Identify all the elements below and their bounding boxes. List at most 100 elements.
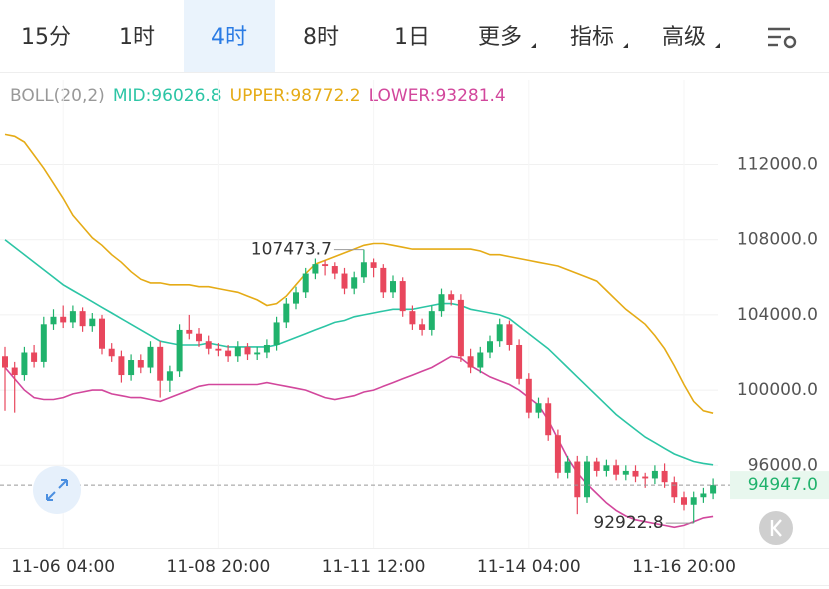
tab[interactable]: 8时	[303, 25, 339, 50]
candle-body	[283, 303, 290, 323]
candle-body	[108, 348, 115, 357]
legend: BOLL(20,2) MID:96026.8 UPPER:98772.2 LOWER:…	[10, 86, 506, 106]
candle-body	[506, 324, 513, 345]
candle-body	[331, 266, 338, 274]
x-tick-label: 11-06 04:00	[11, 557, 115, 577]
candle-body	[700, 493, 707, 498]
candle-body	[448, 294, 455, 300]
band-line	[4, 133, 714, 414]
candle-body	[477, 352, 484, 368]
x-tick-label: 11-16 20:00	[632, 557, 736, 577]
dropdown-triangle	[623, 43, 628, 48]
candle-body	[399, 281, 406, 312]
candle-body	[613, 465, 620, 475]
candle-body	[525, 378, 532, 413]
candle-body	[419, 324, 426, 330]
candle-body	[681, 497, 687, 505]
candle-body	[710, 485, 717, 494]
active-tab-bg	[184, 0, 275, 72]
candle-body	[89, 318, 96, 327]
candle-body	[632, 470, 639, 477]
candle-body	[554, 435, 561, 473]
candle-body	[254, 352, 261, 355]
candle-body	[622, 470, 629, 475]
y-tick-label: 100000.0	[737, 380, 818, 400]
candle-body	[341, 273, 348, 289]
last-price-label: 94947.0	[748, 475, 818, 495]
candle-body	[671, 482, 678, 498]
candle-body	[69, 311, 76, 323]
candle-body	[380, 267, 387, 293]
low-label: 92922.8	[593, 513, 663, 533]
candle-body	[574, 461, 581, 498]
candle-body	[584, 461, 590, 498]
y-tick-label: 96000.0	[748, 455, 818, 475]
candle-body	[516, 344, 523, 379]
candle-body	[496, 324, 503, 342]
dropdown-triangle	[715, 43, 720, 48]
x-tick-label: 11-11 12:00	[322, 557, 426, 577]
candle-body	[21, 352, 28, 376]
band-line	[4, 239, 714, 466]
candle-body	[263, 344, 270, 353]
candle-body	[302, 273, 309, 293]
candle-body	[128, 360, 135, 376]
legend-entry: UPPER:98772.2	[230, 86, 361, 106]
candle-body	[467, 356, 474, 368]
tab[interactable]: 高级	[662, 25, 706, 50]
last-price-bg	[730, 471, 829, 500]
tab[interactable]: 1日	[394, 25, 430, 50]
plot: 96000.0 100000.0 104000.0 108000.0 112000.0 1…	[0, 80, 829, 577]
candle-body	[651, 470, 658, 479]
x-tick-label: 11-14 04:00	[477, 557, 581, 577]
candle-body	[205, 341, 212, 349]
candle-body	[147, 346, 154, 368]
candle-body	[312, 264, 319, 274]
candle-body	[409, 311, 416, 325]
candle-body	[79, 311, 86, 327]
candle-body	[293, 292, 299, 304]
candle-body	[215, 348, 222, 351]
candle-body	[370, 262, 377, 268]
candle-body	[157, 346, 164, 381]
high-label: 107473.7	[251, 240, 332, 260]
candle-body	[60, 316, 67, 323]
candle-body	[390, 281, 396, 293]
y-tick-label: 108000.0	[737, 230, 818, 250]
candle-body	[186, 329, 193, 334]
legend-entry: BOLL(20,2)	[10, 86, 105, 106]
band-line	[4, 355, 714, 529]
scroll-latest-button[interactable]	[759, 511, 793, 545]
tab[interactable]: 指标	[570, 25, 614, 50]
settings-icon[interactable]	[768, 27, 797, 49]
candle-body	[322, 264, 329, 267]
candle-body	[360, 262, 367, 278]
candle-body	[487, 341, 493, 353]
tab-bar: 15分 1时 4时 8时 1日 更多 指标 高级	[21, 0, 720, 72]
x-tick-label: 11-08 20:00	[167, 557, 271, 577]
candle-body	[40, 324, 47, 362]
tab[interactable]: 1时	[119, 25, 155, 50]
candle-body	[137, 360, 144, 368]
candle-body	[196, 333, 202, 342]
tab[interactable]: 15分	[21, 25, 71, 50]
tab[interactable]: 4时	[211, 25, 247, 50]
candle-body	[438, 294, 445, 312]
expand-button[interactable]	[33, 466, 81, 514]
candle-body	[273, 322, 280, 345]
candle-body	[642, 476, 649, 479]
candle-body	[545, 403, 552, 436]
candle-body	[593, 461, 600, 471]
candle-body	[176, 329, 183, 372]
candle-body	[244, 346, 251, 355]
dropdown-triangle	[531, 43, 536, 48]
candle-body	[99, 318, 105, 349]
candle-body	[225, 350, 232, 357]
tab[interactable]: 更多	[478, 25, 522, 50]
candle-body	[457, 299, 464, 357]
candle-body	[31, 352, 38, 362]
candle-body	[234, 346, 241, 357]
candle-body	[603, 465, 610, 471]
